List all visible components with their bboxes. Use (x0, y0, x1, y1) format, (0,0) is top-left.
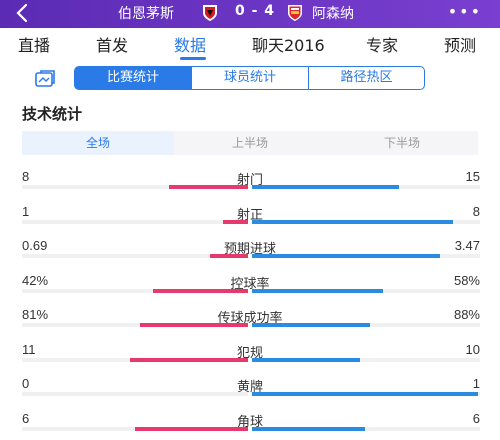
stat-away-value: 6 (472, 410, 480, 426)
stat-away-value: 58% (453, 272, 480, 288)
stat-bar-home (130, 357, 248, 362)
match-header: 伯恩茅斯 0 - 4 阿森纳 ••• (0, 0, 500, 28)
stat-bar-away (252, 185, 399, 189)
stat-home-value: 0 (22, 376, 30, 391)
segment-heatmap[interactable]: 路径热区 (308, 66, 425, 90)
stat-away-value: 1 (472, 376, 480, 391)
stat-label: 犯规 (236, 345, 263, 361)
stat-track-home (22, 185, 248, 189)
stat-home-value: 81% (22, 307, 49, 322)
main-tabs: 直播 首发 数据 聊天2016 专家 预测 (0, 28, 500, 60)
stat-label: 传球成功率 (217, 311, 283, 326)
stat-home-value: 8 (22, 169, 30, 184)
segment-match-stats[interactable]: 比赛统计 (74, 66, 192, 90)
tab-lineup[interactable]: 首发 (96, 36, 129, 55)
active-tab-indicator (180, 57, 206, 60)
stat-bar-away (252, 288, 383, 293)
stat-away-value: 15 (465, 169, 480, 184)
tab-live[interactable]: 直播 (18, 36, 51, 55)
stat-bar-home (135, 426, 248, 431)
stat-row: 42% 控球率 58% (0, 273, 500, 313)
stat-label: 角球 (236, 414, 263, 430)
more-dots-icon[interactable]: ••• (447, 2, 482, 21)
stat-away-value: 10 (465, 341, 480, 357)
stat-row: 11 犯规 10 (0, 342, 500, 382)
match-score: 0 - 4 (234, 3, 276, 19)
stat-row: 1 射正 8 (0, 204, 500, 244)
stat-bar-away (252, 426, 365, 431)
back-arrow-icon[interactable] (12, 2, 34, 24)
stat-bar-home (223, 219, 248, 224)
tab-data[interactable]: 数据 (174, 36, 207, 55)
stat-track-away (252, 357, 480, 362)
stat-bar-away (252, 219, 453, 224)
stat-away-value: 88% (453, 307, 480, 322)
segment-player-stats[interactable]: 球员统计 (191, 66, 309, 90)
stat-track-away (252, 426, 480, 431)
stat-track-home (22, 254, 248, 258)
stat-track-home (22, 392, 248, 396)
stat-home-value: 6 (22, 410, 30, 426)
stat-row: 8 射门 15 (0, 169, 500, 209)
stat-track-home (22, 219, 248, 224)
stat-away-value: 8 (472, 203, 480, 219)
stat-home-value: 42% (22, 272, 49, 288)
section-title: 技术统计 (22, 105, 83, 123)
sub-tab-bar: 比赛统计 球员统计 路径热区 (0, 60, 500, 98)
period-tabs: 全场 上半场 下半场 (22, 131, 478, 155)
stat-bar-home (169, 185, 248, 189)
period-full[interactable]: 全场 (22, 131, 174, 155)
tab-prediction[interactable]: 预测 (444, 36, 477, 55)
arsenal-crest-icon (288, 5, 302, 21)
stat-row: 81% 传球成功率 88% (0, 307, 500, 347)
stat-row: 0.69 预期进球 3.47 (0, 238, 500, 278)
stat-home-value: 1 (22, 203, 30, 219)
tab-chat[interactable]: 聊天2016 (252, 36, 325, 55)
stat-label: 射门 (236, 173, 263, 188)
away-team-name: 阿森纳 (312, 6, 354, 22)
stat-row: 6 角球 6 (0, 411, 500, 440)
stat-label: 预期进球 (223, 242, 276, 257)
stat-label: 射正 (236, 207, 263, 223)
stat-bar-home (210, 254, 248, 258)
stat-label: 黄牌 (236, 380, 263, 395)
bournemouth-crest-icon (203, 5, 217, 21)
stat-bar-home (153, 288, 248, 293)
home-team-name: 伯恩茅斯 (118, 6, 174, 22)
stat-home-value: 0.69 (22, 238, 48, 253)
tab-expert[interactable]: 专家 (366, 36, 399, 55)
stat-away-value: 3.47 (454, 238, 480, 253)
stat-row: 0 黄牌 1 (0, 376, 500, 416)
stat-track-home (22, 288, 248, 293)
stat-bar-home (140, 323, 248, 327)
stat-bar-away (252, 323, 370, 327)
stat-track-home (22, 323, 248, 327)
stat-bar-away (252, 254, 440, 258)
period-second-half[interactable]: 下半场 (383, 136, 420, 150)
stat-bar-away (252, 392, 478, 396)
stat-bar-away (252, 357, 360, 362)
map-icon[interactable] (34, 69, 56, 89)
stat-home-value: 11 (22, 341, 36, 357)
stat-label: 控球率 (230, 276, 270, 292)
period-first-half[interactable]: 上半场 (231, 136, 268, 150)
